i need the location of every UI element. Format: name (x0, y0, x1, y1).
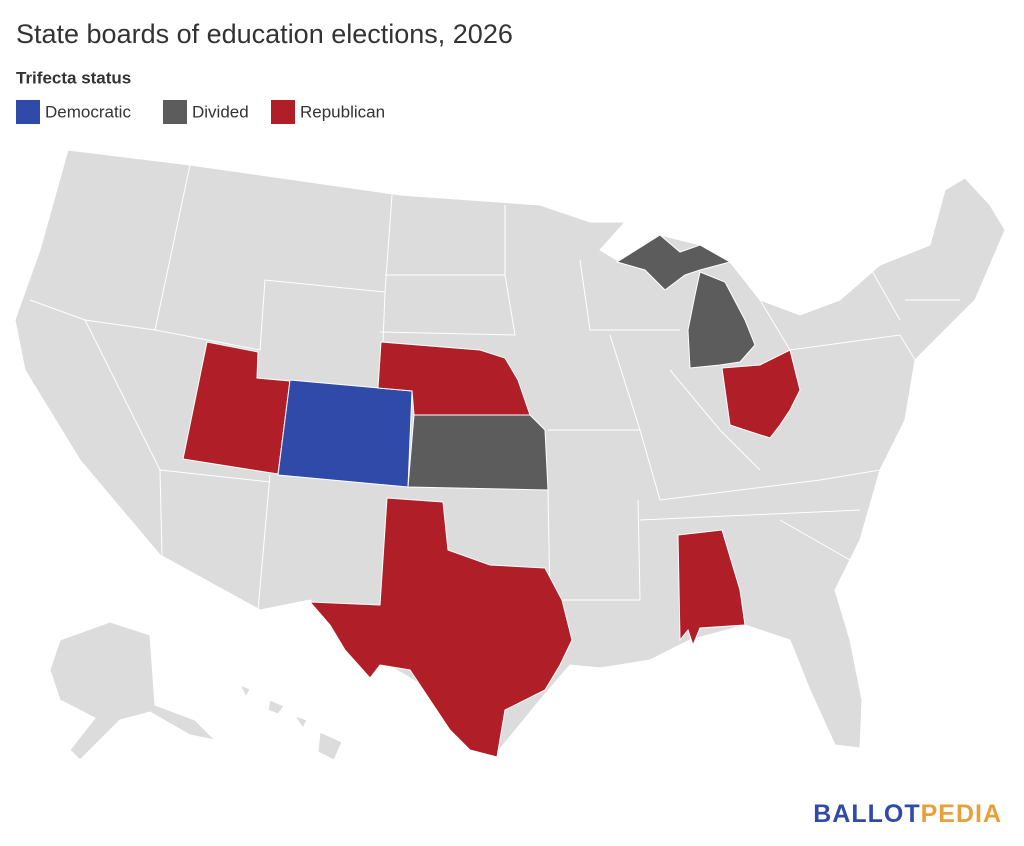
legend-label: Republican (300, 102, 385, 121)
state (677, 529, 746, 647)
legend-title: Trifecta status (16, 68, 131, 87)
legend-swatch (163, 100, 187, 124)
state (615, 234, 756, 369)
legend-label: Democratic (45, 102, 131, 121)
state (721, 349, 801, 439)
alaska (49, 621, 217, 761)
state-borders (29, 164, 960, 611)
logo-part: BALLOT (813, 800, 920, 828)
highlighted-states (182, 234, 801, 758)
legend-swatch (271, 100, 295, 124)
state (308, 497, 573, 758)
state (277, 379, 413, 488)
legend: Democratic Divided Republican (16, 100, 385, 124)
title: State boards of education elections, 202… (16, 19, 513, 49)
legend-swatch (16, 100, 40, 124)
logo-part: PEDIA (921, 800, 1002, 828)
state (407, 414, 549, 491)
legend-label: Divided (192, 102, 249, 121)
logo: BALLOTPEDIA (813, 800, 1002, 828)
hawaii (238, 684, 343, 761)
